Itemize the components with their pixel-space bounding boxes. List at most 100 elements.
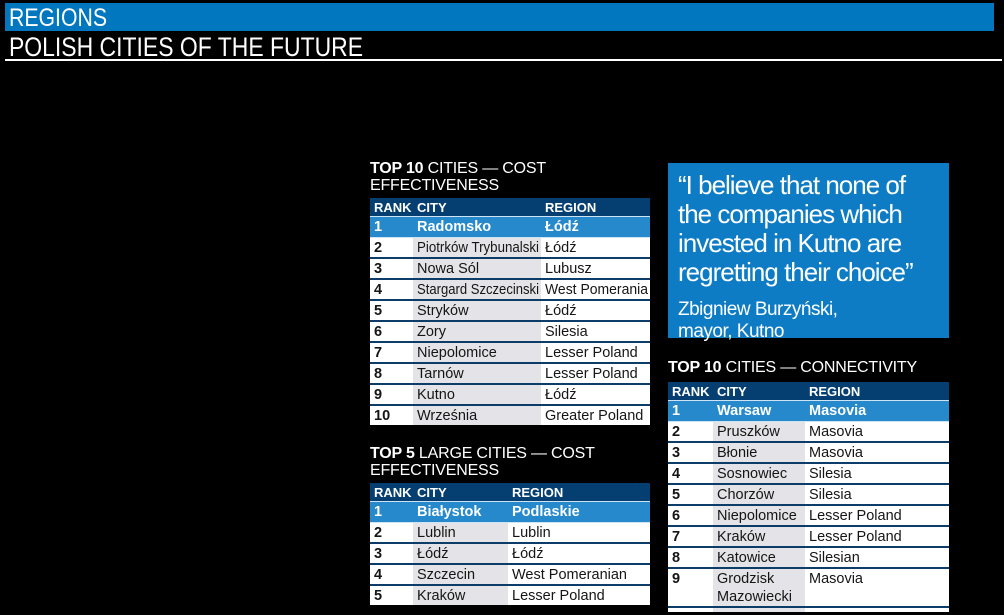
table-header-row: RANK CITY REGION xyxy=(668,382,949,400)
table-row: 6 Niepolomice Lesser Poland xyxy=(668,504,949,525)
pull-quote: “I believe that none of the companies whi… xyxy=(668,163,949,342)
region-cell: Masovia xyxy=(809,424,863,440)
table-body: 1 Warsaw Masovia 2 Pruszków Masovia 3 Bł… xyxy=(668,400,949,606)
city-cell: Grodzisk Mazowiecki xyxy=(713,569,805,606)
city-cell: Kraków xyxy=(713,527,805,546)
table-row: 4 Szczecin West Pomeranian xyxy=(370,563,650,584)
city-cell: Katowice xyxy=(713,548,805,567)
rank-cell: 2 xyxy=(374,240,383,256)
region-cell: Lesser Poland xyxy=(809,529,902,545)
quote-text: “I believe that none of the companies whi… xyxy=(678,170,914,287)
region-cell: Lesser Poland xyxy=(809,508,902,524)
rank-cell: 8 xyxy=(374,366,383,382)
rank-cell: 7 xyxy=(672,529,681,545)
table-title-bold: TOP 10 xyxy=(668,359,722,376)
column-header-region: REGION xyxy=(512,484,564,500)
rank-cell: 9 xyxy=(374,387,383,403)
header-rule xyxy=(5,59,1002,61)
table-body: 1 Białystok Podlaskie 2 Lublin Lublin 3 … xyxy=(370,501,650,605)
rank-cell: 5 xyxy=(374,588,383,604)
city-cell: Września xyxy=(413,406,541,425)
region-cell: Masovia xyxy=(809,571,863,587)
region-cell: Lesser Poland xyxy=(545,366,638,382)
table-row: 8 Tarnów Lesser Poland xyxy=(370,362,650,383)
region-cell: Masovia xyxy=(809,445,863,461)
rank-cell: 4 xyxy=(672,466,681,482)
rank-cell xyxy=(668,608,713,612)
region-cell: Silesia xyxy=(545,324,588,340)
table-title-bold: TOP 10 xyxy=(370,160,424,177)
city-cell: Niepolomice xyxy=(713,506,805,525)
city-cell: Szczecin xyxy=(413,565,508,584)
city-cell: Niepolomice xyxy=(413,343,541,362)
city-cell: Pruszków xyxy=(713,422,805,441)
table-row: 4 Stargard Szczecinski West Pomerania xyxy=(370,278,650,299)
rank-cell: 2 xyxy=(672,424,681,440)
column-header-city: CITY xyxy=(417,199,447,215)
column-header-region: REGION xyxy=(545,199,597,215)
table-row: 6 Zory Silesia xyxy=(370,320,650,341)
rank-cell: 3 xyxy=(374,261,383,277)
city-cell: Sosnowiec xyxy=(713,464,805,483)
table-row: 1 Radomsko Łódź xyxy=(370,216,650,237)
rank-cell: 6 xyxy=(672,508,681,524)
rank-cell: 4 xyxy=(374,567,383,583)
column-header-rank: RANK xyxy=(374,484,412,500)
region-cell: Lubusz xyxy=(545,261,592,277)
table-title: TOP 10 CITIES — COST EFFECTIVENESS xyxy=(370,160,640,194)
city-cell: Białystok xyxy=(417,504,482,520)
table-row: 3 Nowa Sól Lubusz xyxy=(370,257,650,278)
city-cell: Kraków xyxy=(413,586,508,605)
table-row: 4 Sosnowiec Silesia xyxy=(668,462,949,483)
table-row: 1 Warsaw Masovia xyxy=(668,400,949,421)
city-cell: Stargard Szczecinski xyxy=(413,280,541,299)
city-cell: Błonie xyxy=(713,443,805,462)
table-title-rest: LARGE CITIES — COST EFFECTIVENESS xyxy=(370,445,595,479)
table-title-rest: CITIES — CONNECTIVITY xyxy=(721,359,918,376)
table-title: TOP 5 LARGE CITIES — COST EFFECTIVENESS xyxy=(370,445,640,479)
column-header-rank: RANK xyxy=(672,383,710,399)
region-cell: Łódź xyxy=(545,303,577,319)
rank-cell: 1 xyxy=(374,219,383,235)
table-row-clipped xyxy=(668,606,949,612)
quote-attribution: Zbigniew Burzyński, mayor, Kutno xyxy=(678,299,838,342)
table-row: 9 Kutno Łódź xyxy=(370,383,650,404)
table-body: 1 Radomsko Łódź 2 Piotrków Trybunalski Ł… xyxy=(370,216,650,425)
rank-cell: 7 xyxy=(374,345,383,361)
table-top10-cost-effectiveness: TOP 10 CITIES — COST EFFECTIVENESS RANK … xyxy=(370,160,650,425)
column-header-region: REGION xyxy=(809,383,861,399)
city-cell: Radomsko xyxy=(417,219,492,235)
table-row: 1 Białystok Podlaskie xyxy=(370,501,650,522)
table-row: 8 Katowice Silesian xyxy=(668,546,949,567)
region-cell: West Pomerania xyxy=(545,282,648,298)
section-kicker-bar xyxy=(5,3,994,31)
region-cell: Lesser Poland xyxy=(545,345,638,361)
region-cell: West Pomeranian xyxy=(512,567,627,583)
table-row: 5 Stryków Łódź xyxy=(370,299,650,320)
region-cell: Podlaskie xyxy=(512,504,580,520)
rank-cell: 5 xyxy=(374,303,383,319)
city-cell: Stryków xyxy=(413,301,541,320)
rank-cell: 1 xyxy=(374,504,383,520)
table-row: 2 Piotrków Trybunalski Łódź xyxy=(370,237,650,257)
section-kicker: REGIONS xyxy=(9,4,108,32)
region-cell: Łódź xyxy=(545,240,577,256)
city-cell: Kutno xyxy=(413,385,541,404)
column-header-rank: RANK xyxy=(374,199,412,215)
table-row: 5 Chorzów Silesia xyxy=(668,483,949,504)
column-header-city: CITY xyxy=(417,484,447,500)
column-header-city: CITY xyxy=(717,383,747,399)
page-title: POLISH CITIES OF THE FUTURE xyxy=(9,32,364,62)
region-cell: Lesser Poland xyxy=(512,588,605,604)
region-cell: Lublin xyxy=(512,525,551,541)
table-row: 7 Niepolomice Lesser Poland xyxy=(370,341,650,362)
city-cell: Nowa Sól xyxy=(413,259,541,278)
table-top10-connectivity: TOP 10 CITIES — CONNECTIVITY RANK CITY R… xyxy=(668,359,949,612)
rank-cell: 5 xyxy=(672,487,681,503)
rank-cell: 3 xyxy=(374,546,383,562)
rank-cell: 6 xyxy=(374,324,383,340)
region-cell: Łódź xyxy=(512,546,544,562)
rank-cell: 10 xyxy=(374,408,391,424)
rank-cell: 8 xyxy=(672,550,681,566)
